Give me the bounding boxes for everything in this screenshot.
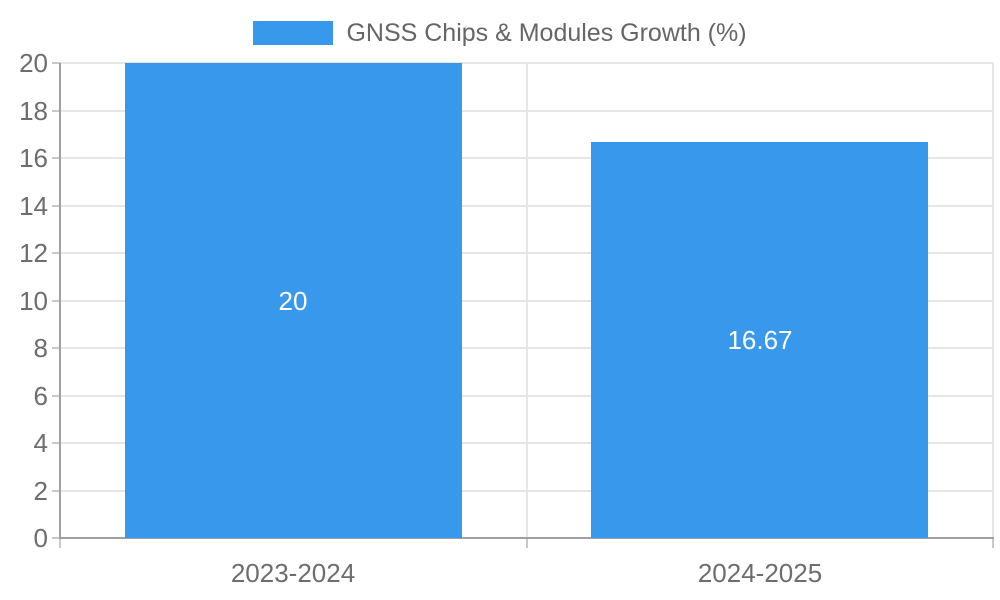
y-axis-tick-label: 20	[19, 48, 48, 78]
x-axis-category-label: 2023-2024	[230, 558, 356, 588]
x-axis-tick	[59, 538, 61, 548]
bar[interactable]	[591, 142, 928, 538]
y-axis-tick	[52, 537, 60, 539]
y-axis-tick	[52, 204, 60, 207]
legend[interactable]: GNSS Chips & Modules Growth (%)	[0, 18, 1000, 48]
y-axis-tick-label: 16	[19, 143, 48, 173]
y-axis-tick	[52, 62, 60, 64]
y-axis-tick	[52, 157, 60, 159]
y-axis-tick-label: 4	[33, 428, 48, 458]
y-axis-line	[59, 63, 61, 539]
y-axis-tick-label: 8	[33, 333, 48, 363]
y-axis-tick	[52, 299, 60, 302]
y-axis-tick-label: 14	[19, 190, 48, 221]
legend-label: GNSS Chips & Modules Growth (%)	[346, 19, 747, 47]
y-axis-tick	[52, 442, 60, 444]
x-axis-category-label: 2024-2025	[697, 558, 823, 588]
bar[interactable]	[125, 63, 462, 538]
y-axis-tick	[52, 252, 60, 254]
x-axis-tick	[525, 538, 528, 548]
legend-swatch	[253, 21, 334, 45]
y-axis-tick	[52, 394, 60, 397]
y-axis-tick-label: 2	[33, 475, 48, 506]
y-axis-tick-label: 0	[33, 523, 48, 553]
y-axis-tick-label: 10	[19, 285, 48, 316]
x-axis-line	[59, 537, 994, 539]
y-axis-tick	[52, 347, 60, 349]
bar-value-label: 20	[278, 286, 308, 316]
y-axis-tick	[52, 489, 60, 492]
bar-value-label: 16.67	[727, 325, 793, 355]
y-axis-tick	[52, 109, 60, 112]
gridline-vertical	[992, 63, 994, 538]
x-axis-tick	[992, 538, 994, 548]
gridline-vertical	[525, 63, 528, 538]
y-axis-tick-label: 12	[19, 238, 48, 268]
y-axis-tick-label: 6	[33, 380, 48, 411]
y-axis-tick-label: 18	[19, 95, 48, 126]
